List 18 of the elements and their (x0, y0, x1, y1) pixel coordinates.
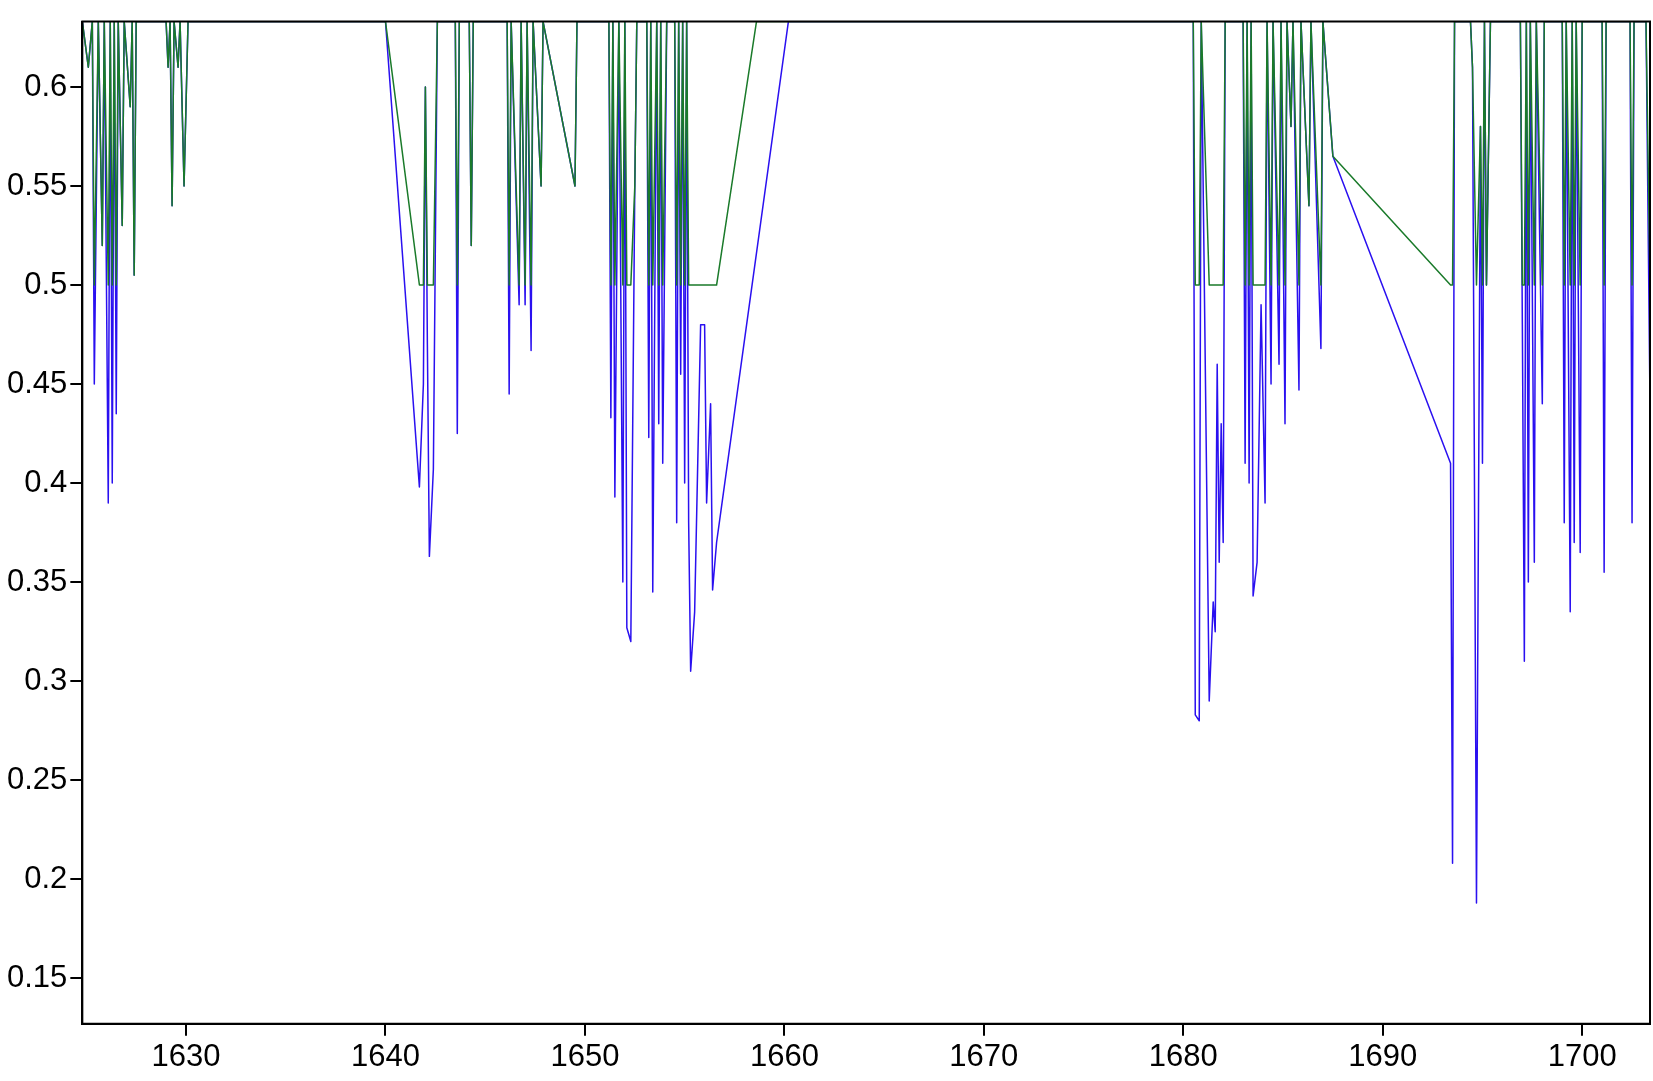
y-tick-label: 0.35 (6, 562, 68, 598)
x-tick-label: 1630 (151, 1037, 221, 1073)
y-tick-label: 0.3 (24, 661, 68, 697)
y-tick-label: 0.5 (24, 265, 68, 301)
x-tick-label: 1690 (1348, 1037, 1418, 1073)
x-tick-label: 1650 (550, 1037, 620, 1073)
x-tick-label: 1680 (1148, 1037, 1218, 1073)
y-tick-label: 0.2 (24, 859, 68, 895)
x-tick-label: 1670 (949, 1037, 1019, 1073)
x-tick-label: 1700 (1547, 1037, 1617, 1073)
y-tick-label: 0.4 (24, 463, 68, 499)
y-tick-label: 0.55 (6, 166, 68, 202)
y-tick-label: 0.6 (24, 67, 68, 103)
y-tick-label: 0.25 (6, 760, 68, 796)
x-tick-label: 1660 (749, 1037, 819, 1073)
x-tick-label: 1640 (351, 1037, 420, 1073)
y-tick-label: 0.15 (6, 958, 68, 994)
y-tick-label: 0.45 (6, 364, 68, 400)
